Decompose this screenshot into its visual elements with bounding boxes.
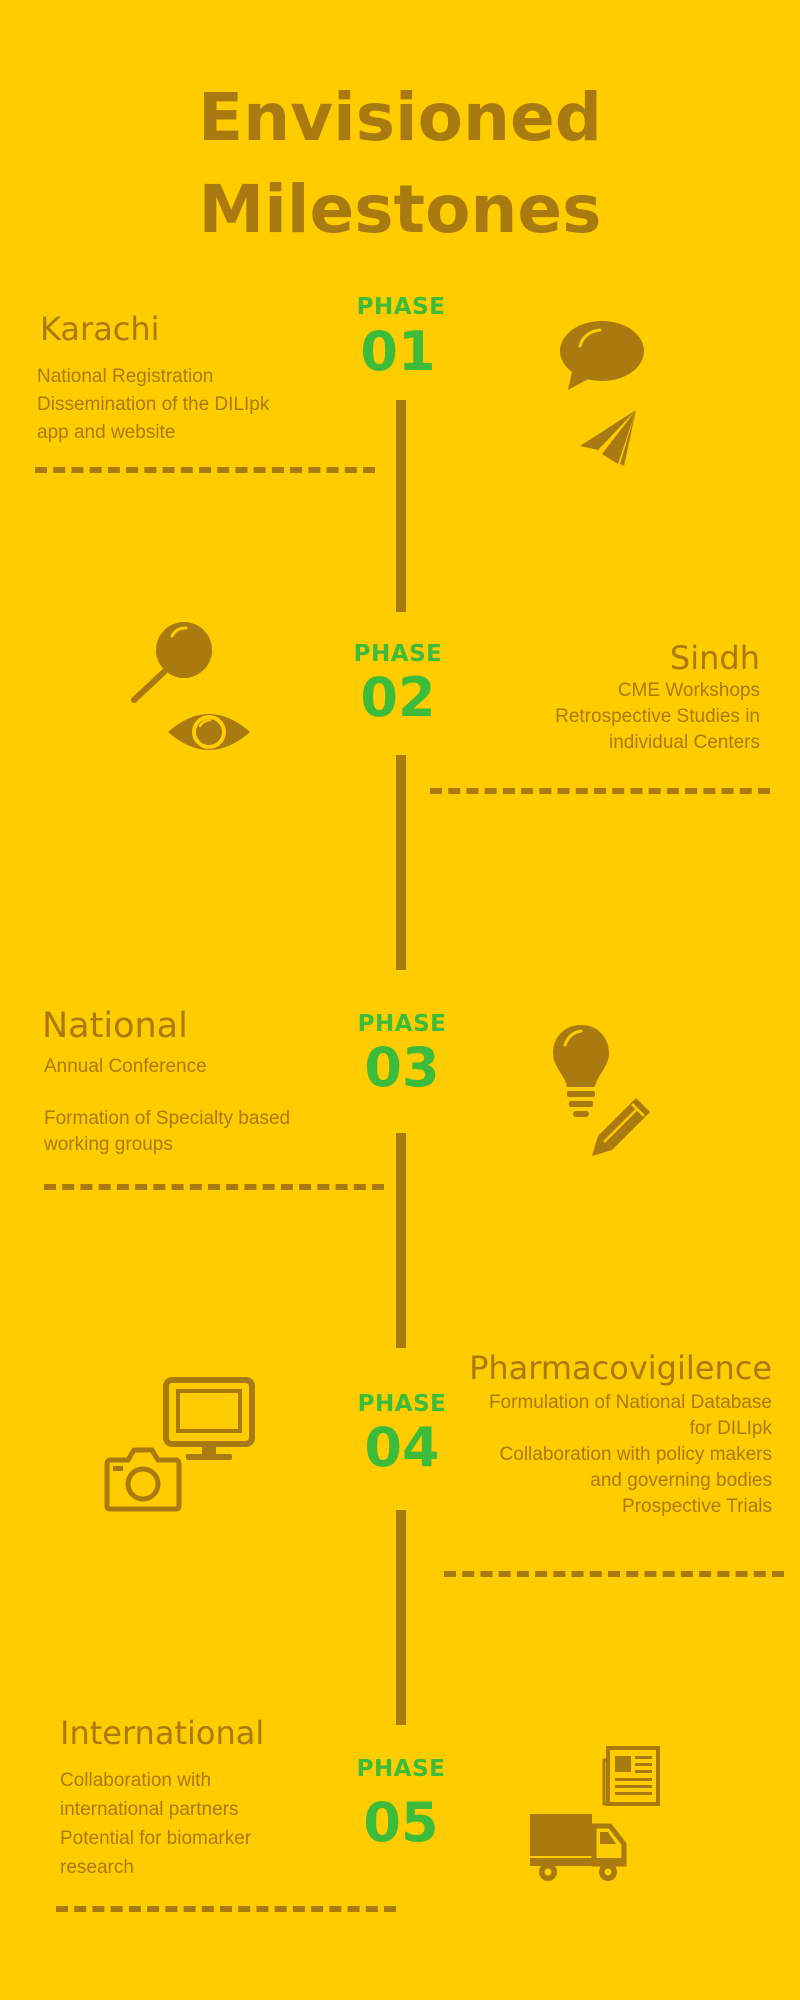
phase-item: for DILIpk (689, 1418, 772, 1439)
phase-items: Formulation of National Database for DIL… (489, 1390, 772, 1520)
phase-divider (444, 1571, 784, 1577)
pencil-icon (592, 1098, 650, 1156)
timeline-segment-4 (396, 1510, 406, 1725)
phase-items: CME Workshops Retrospective Studies in i… (555, 678, 760, 756)
phase-region: Sindh (669, 639, 760, 677)
phase-item: research (60, 1857, 134, 1878)
phase-region: Karachi (40, 310, 160, 348)
timeline-segment-1 (396, 400, 406, 612)
phase-item: Collaboration with (60, 1770, 212, 1791)
magnifier-icon (131, 622, 212, 703)
monitor-icon (163, 1377, 255, 1460)
phase-number: 01 (360, 320, 436, 383)
title-line-1: Envisioned (198, 79, 602, 156)
phase-item: Dissemination of the DILIpk (37, 394, 270, 415)
phase-item: and governing bodies (590, 1470, 772, 1491)
paper-plane-icon (580, 410, 636, 466)
title-line-2: Milestones (198, 171, 602, 248)
phase-label: PHASE (353, 641, 443, 667)
phase-divider (35, 467, 375, 473)
phase-item: Prospective Trials (622, 1496, 772, 1517)
phase-label: PHASE (357, 1391, 447, 1417)
page-title: Envisioned Milestones (0, 72, 800, 256)
phase-number: 03 (364, 1036, 440, 1099)
phase-items: National Registration Dissemination of t… (37, 363, 269, 447)
phase-item: individual Centers (608, 732, 760, 753)
phase-label: PHASE (356, 294, 446, 320)
phase-item (44, 1080, 290, 1106)
camera-icon (104, 1447, 182, 1512)
phase-region: Pharmacovigilence (469, 1349, 772, 1387)
eye-icon (168, 714, 250, 750)
phase-divider (44, 1184, 384, 1190)
timeline-segment-3 (396, 1133, 406, 1348)
phase-label: PHASE (356, 1756, 446, 1782)
phase-item: working groups (44, 1134, 173, 1155)
phase-item: Formation of Specialty based (44, 1108, 291, 1129)
phase-item: National Registration (37, 366, 214, 387)
phase-label: PHASE (357, 1011, 447, 1037)
timeline-segment-2 (396, 755, 406, 970)
chat-bubble-icon (560, 321, 644, 390)
phase-item: Retrospective Studies in (555, 706, 760, 727)
phase-number: 02 (360, 666, 436, 729)
phase-divider (56, 1906, 396, 1912)
phase-item: CME Workshops (617, 680, 760, 701)
phase-item: Formulation of National Database (488, 1392, 772, 1413)
phase-item: international partners (60, 1799, 239, 1820)
phase-divider (430, 788, 770, 794)
phase-number: 04 (364, 1416, 440, 1479)
phase-item: app and website (37, 422, 176, 443)
newspaper-icon (602, 1746, 660, 1806)
phase-items: Annual Conference Formation of Specialty… (44, 1054, 290, 1158)
phase-item: Annual Conference (44, 1056, 207, 1077)
phase-number: 05 (363, 1791, 439, 1854)
truck-icon (530, 1814, 627, 1881)
phase-item: Potential for biomarker (60, 1828, 252, 1849)
lightbulb-icon (553, 1025, 609, 1117)
phase-region: National (42, 1006, 188, 1046)
phase-region: International (60, 1714, 265, 1752)
phase-item: Collaboration with policy makers (499, 1444, 772, 1465)
phase-items: Collaboration with international partner… (60, 1766, 251, 1882)
